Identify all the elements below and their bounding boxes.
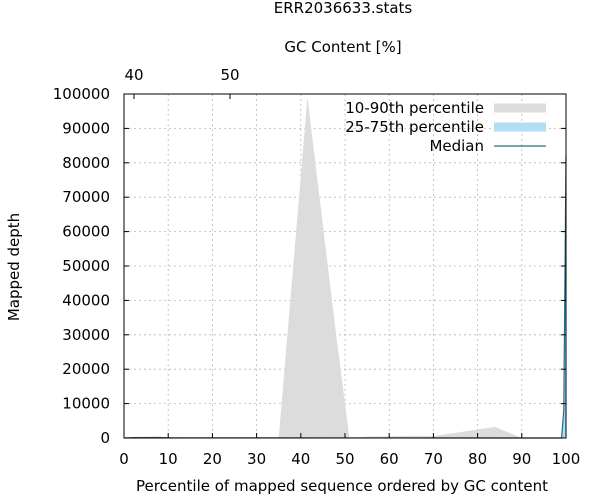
x-axis-label: Percentile of mapped sequence ordered by… bbox=[136, 477, 548, 495]
y-tick-label: 10000 bbox=[62, 395, 110, 413]
y-tick-label: 50000 bbox=[62, 257, 110, 275]
axes: 0 10 20 30 40 50 60 70 80 90 100 0 10000 20000 30000 40… bbox=[53, 66, 581, 468]
x-tick-label: 20 bbox=[203, 450, 222, 468]
y-tick-label: 90000 bbox=[62, 119, 110, 137]
y-tick-label: 60000 bbox=[62, 223, 110, 241]
legend-swatch-10-90th-percentile bbox=[494, 103, 546, 113]
legend-label-10-90th-percentile: 10-90th percentile bbox=[345, 99, 484, 117]
y-tick-label: 70000 bbox=[62, 188, 110, 206]
legend-label-median: Median bbox=[429, 137, 484, 155]
x-tick-label: 90 bbox=[512, 450, 531, 468]
data-series bbox=[123, 97, 567, 439]
x-tick-label: 70 bbox=[424, 450, 443, 468]
y-tick-label: 80000 bbox=[62, 154, 110, 172]
x-tick-label: 50 bbox=[335, 450, 354, 468]
x-tick-label: 60 bbox=[380, 450, 399, 468]
x-tick-label: 100 bbox=[552, 450, 581, 468]
legend-swatch-25-75th-percentile bbox=[494, 122, 546, 132]
top-tick-label: 40 bbox=[124, 66, 143, 84]
y-tick-label: 40000 bbox=[62, 291, 110, 309]
y-tick-label: 100000 bbox=[53, 85, 110, 103]
x-tick-label: 40 bbox=[291, 450, 310, 468]
y-tick-label: 20000 bbox=[62, 360, 110, 378]
y-tick-label: 0 bbox=[100, 429, 110, 447]
y-axis-label: Mapped depth bbox=[5, 213, 23, 321]
y-tick-label: 30000 bbox=[62, 326, 110, 344]
chart-title: ERR2036633.stats bbox=[274, 0, 413, 17]
legend-label-25-75th-percentile: 25-75th percentile bbox=[345, 118, 484, 136]
top-axis-label: GC Content [%] bbox=[284, 38, 401, 56]
x-tick-label: 30 bbox=[247, 450, 266, 468]
x-tick-label: 80 bbox=[468, 450, 487, 468]
x-tick-label: 0 bbox=[119, 450, 129, 468]
top-tick-label: 50 bbox=[220, 66, 239, 84]
series-10-90th-percentile-band bbox=[124, 97, 566, 438]
x-tick-label: 10 bbox=[159, 450, 178, 468]
